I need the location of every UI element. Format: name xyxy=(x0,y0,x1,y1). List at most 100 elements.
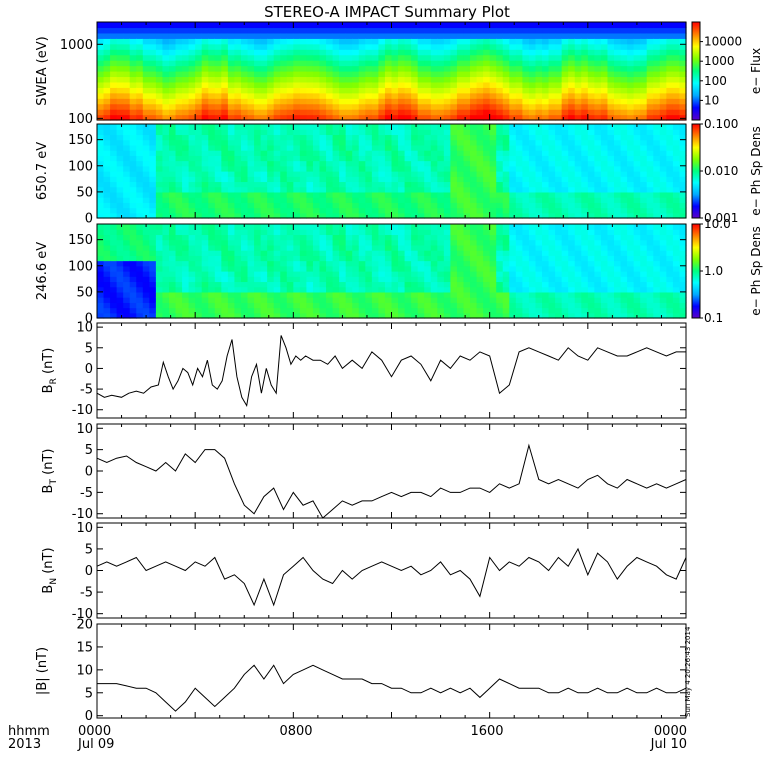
pad650-heatmap-cell xyxy=(549,197,556,203)
pad246-heatmap-cell xyxy=(182,292,189,298)
pad650-heatmap-cell xyxy=(640,134,647,140)
pad650-heatmap-cell xyxy=(326,176,333,182)
pad246-heatmap-cell xyxy=(549,250,556,256)
pad246-heatmap-cell xyxy=(241,255,248,261)
pad650-heatmap-cell xyxy=(372,181,379,187)
pad650-heatmap-cell xyxy=(287,197,294,203)
pad650-heatmap-cell xyxy=(162,202,169,208)
pad650-heatmap-cell xyxy=(470,197,477,203)
pad246-heatmap-cell xyxy=(431,266,438,272)
pad650-heatmap-cell xyxy=(261,202,268,208)
pad650-heatmap-cell xyxy=(234,161,241,167)
pad650-heatmap-cell xyxy=(614,197,621,203)
pad650-heatmap-cell xyxy=(490,171,497,177)
pad650-ytick-label: 100 xyxy=(68,159,93,174)
swea-heatmap-cell xyxy=(234,55,241,61)
pad650-heatmap-cell xyxy=(261,150,268,156)
pad246-heatmap-cell xyxy=(405,308,412,314)
pad246-heatmap-cell xyxy=(594,261,601,267)
swea-heatmap-cell xyxy=(450,33,457,39)
swea-heatmap-cell xyxy=(182,66,189,72)
pad246-heatmap-cell xyxy=(634,302,641,308)
pad246-heatmap-cell xyxy=(359,261,366,267)
swea-heatmap-cell xyxy=(293,33,300,39)
swea-heatmap-cell xyxy=(117,82,124,88)
pad650-heatmap-cell xyxy=(398,124,405,130)
pad650-heatmap-cell xyxy=(418,140,425,146)
pad650-heatmap-cell xyxy=(640,129,647,135)
pad246-heatmap-cell xyxy=(542,276,549,282)
pad246-heatmap-cell xyxy=(320,287,327,293)
pad246-heatmap-cell xyxy=(372,302,379,308)
swea-heatmap-cell xyxy=(326,82,333,88)
pad650-heatmap-cell xyxy=(176,129,183,135)
pad246-heatmap-cell xyxy=(398,302,405,308)
pad650-heatmap-cell xyxy=(627,140,634,146)
pad650-heatmap-cell xyxy=(313,161,320,167)
swea-heatmap-cell xyxy=(411,87,418,93)
swea-heatmap-cell xyxy=(293,71,300,77)
pad650-heatmap-cell xyxy=(287,140,294,146)
pad246-heatmap-cell xyxy=(372,276,379,282)
pad650-heatmap-cell xyxy=(490,145,497,151)
pad246-heatmap-cell xyxy=(588,287,595,293)
swea-heatmap-cell xyxy=(110,49,117,55)
pad246-heatmap-cell xyxy=(221,287,228,293)
pad650-heatmap-cell xyxy=(483,181,490,187)
swea-heatmap-cell xyxy=(477,104,484,110)
pad650-heatmap-cell xyxy=(339,192,346,198)
pad246-heatmap-cell xyxy=(444,229,451,235)
pad650-heatmap-cell xyxy=(306,187,313,193)
pad650-heatmap-cell xyxy=(588,202,595,208)
pad650-heatmap-cell xyxy=(509,202,516,208)
pad650-heatmap-cell xyxy=(647,140,654,146)
pad650-heatmap-cell xyxy=(149,145,156,151)
pad246-heatmap-cell xyxy=(562,271,569,277)
pad650-heatmap-cell xyxy=(529,197,536,203)
swea-heatmap-cell xyxy=(378,55,385,61)
pad246-heatmap-cell xyxy=(136,266,143,272)
pad246-heatmap-cell xyxy=(169,287,176,293)
pad650-heatmap-cell xyxy=(149,155,156,161)
pad246-heatmap-cell xyxy=(588,271,595,277)
pad246-heatmap-cell xyxy=(503,276,510,282)
pad246-heatmap-cell xyxy=(588,229,595,235)
pad650-heatmap-cell xyxy=(182,176,189,182)
pad246-heatmap-cell xyxy=(588,224,595,230)
swea-heatmap-cell xyxy=(666,98,673,104)
pad650-heatmap-cell xyxy=(647,192,654,198)
swea-heatmap-cell xyxy=(208,44,215,50)
pad650-heatmap-cell xyxy=(457,181,464,187)
swea-heatmap-cell xyxy=(477,33,484,39)
swea-heatmap-cell xyxy=(634,109,641,115)
swea-colorbar-tick-label: 10000 xyxy=(704,35,742,49)
swea-heatmap-cell xyxy=(594,49,601,55)
pad650-heatmap-cell xyxy=(169,150,176,156)
pad650-heatmap-cell xyxy=(306,208,313,214)
pad246-heatmap-cell xyxy=(202,240,209,246)
pad650-heatmap-cell xyxy=(385,181,392,187)
pad650-heatmap-cell xyxy=(365,161,372,167)
pad246-heatmap-cell xyxy=(385,266,392,272)
pad246-heatmap-cell xyxy=(261,292,268,298)
swea-heatmap-cell xyxy=(149,33,156,39)
pad246-heatmap-cell xyxy=(189,271,196,277)
pad650-heatmap-cell xyxy=(418,171,425,177)
swea-heatmap-cell xyxy=(378,44,385,50)
swea-heatmap-cell xyxy=(143,104,150,110)
swea-heatmap-cell xyxy=(378,38,385,44)
pad246-heatmap-cell xyxy=(241,250,248,256)
pad246-heatmap-cell xyxy=(431,302,438,308)
pad650-heatmap-cell xyxy=(411,181,418,187)
pad246-heatmap-cell xyxy=(372,250,379,256)
swea-heatmap-cell xyxy=(437,55,444,61)
pad650-heatmap-cell xyxy=(522,208,529,214)
swea-heatmap-cell xyxy=(346,93,353,99)
swea-heatmap-cell xyxy=(463,93,470,99)
pad650-heatmap-cell xyxy=(346,140,353,146)
pad246-heatmap-cell xyxy=(588,245,595,251)
swea-heatmap-cell xyxy=(647,98,654,104)
pad246-heatmap-cell xyxy=(673,302,680,308)
pad246-heatmap-cell xyxy=(189,229,196,235)
pad246-heatmap-cell xyxy=(568,255,575,261)
